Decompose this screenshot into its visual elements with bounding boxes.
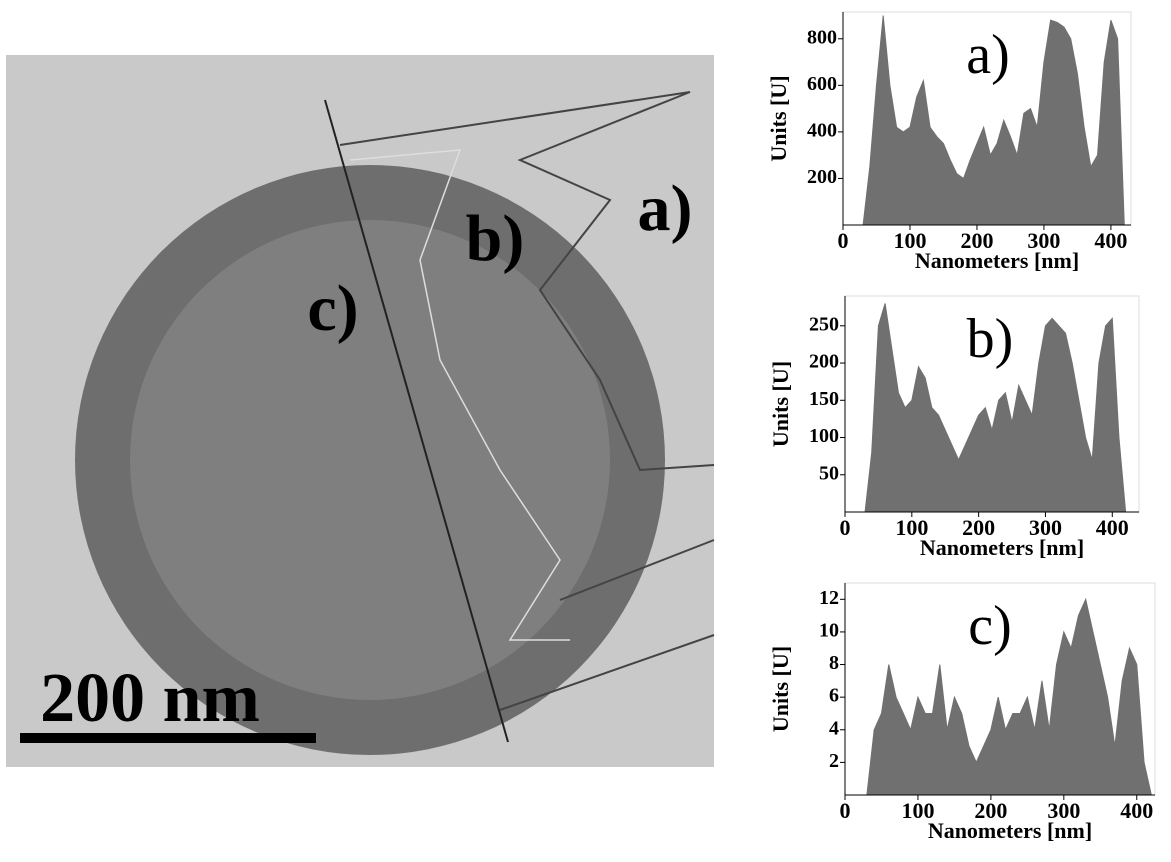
x-tick-label: 300 <box>1029 515 1062 540</box>
x-tick-label: 400 <box>1096 515 1129 540</box>
particle-core <box>130 220 610 700</box>
x-tick-label: 200 <box>974 798 1007 823</box>
y-tick-label: 200 <box>809 351 839 373</box>
y-tick-label: 600 <box>807 73 837 95</box>
y-tick-label: 6 <box>829 685 839 707</box>
y-axis-label: Units [U] <box>766 75 791 161</box>
x-tick-label: 200 <box>962 515 995 540</box>
y-tick-label: 100 <box>809 425 839 447</box>
y-tick-label: 2 <box>829 750 839 772</box>
y-tick-label: 150 <box>809 388 839 410</box>
x-tick-label: 100 <box>893 228 926 253</box>
y-tick-label: 12 <box>819 587 839 609</box>
y-tick-label: 4 <box>829 717 839 739</box>
x-tick-label: 400 <box>1094 228 1127 253</box>
panel-label: c) <box>968 595 1012 657</box>
y-tick-label: 400 <box>807 119 837 141</box>
label-c: c) <box>307 272 358 345</box>
x-tick-label: 0 <box>840 798 851 823</box>
label-b: b) <box>466 202 525 275</box>
y-axis-label: Units [U] <box>768 646 793 732</box>
scale-bar <box>20 733 316 743</box>
x-tick-label: 100 <box>895 515 928 540</box>
label-a: a) <box>638 172 693 245</box>
x-tick-label: 100 <box>901 798 934 823</box>
y-tick-label: 250 <box>809 313 839 335</box>
profile-area <box>866 597 1152 796</box>
profile-line <box>324 99 509 743</box>
y-tick-label: 200 <box>807 166 837 188</box>
x-axis-label: Nanometers [nm] <box>915 248 1079 273</box>
y-axis-label: Units [U] <box>768 361 793 447</box>
y-tick-label: 8 <box>829 652 839 674</box>
x-tick-label: 400 <box>1120 798 1153 823</box>
x-tick-label: 0 <box>840 515 851 540</box>
profile-trace-a <box>339 91 715 711</box>
profile-trace-b <box>349 149 570 641</box>
profile-area <box>862 15 1125 226</box>
tem-image: a) b) c) 200 nm <box>6 55 715 767</box>
scale-bar-label: 200 nm <box>40 660 260 737</box>
x-axis-label: Nanometers [nm] <box>920 535 1084 560</box>
panel-label: b) <box>967 308 1014 370</box>
x-tick-label: 200 <box>960 228 993 253</box>
x-tick-label: 300 <box>1027 228 1060 253</box>
x-axis-label: Nanometers [nm] <box>928 818 1092 843</box>
y-tick-label: 10 <box>819 620 839 642</box>
profile-area <box>864 303 1127 513</box>
y-tick-label: 50 <box>819 462 839 484</box>
panel-label: a) <box>966 24 1010 86</box>
x-tick-label: 300 <box>1047 798 1080 823</box>
x-tick-label: 0 <box>838 228 849 253</box>
y-tick-label: 800 <box>807 26 837 48</box>
